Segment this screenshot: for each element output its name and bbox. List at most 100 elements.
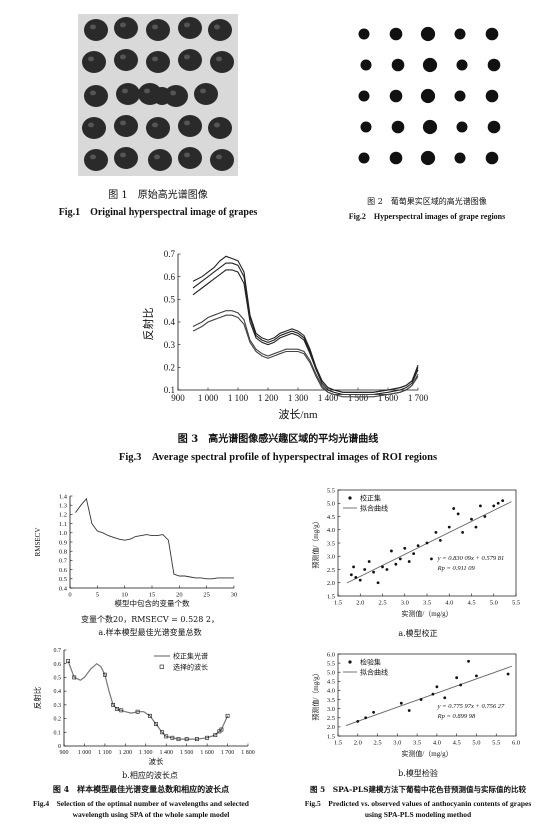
grape-berry xyxy=(84,19,108,41)
x-tick-label: 5.5 xyxy=(492,740,500,747)
data-point xyxy=(470,517,473,521)
y-tick-label: 2.0 xyxy=(327,580,335,587)
grape-region xyxy=(389,27,403,41)
grape-berry xyxy=(208,117,232,139)
x-tick-label: 4.0 xyxy=(433,740,441,747)
y-tick-label: 2.5 xyxy=(327,567,335,574)
grape-region xyxy=(454,90,466,102)
data-point xyxy=(381,565,384,569)
x-tick-label: 30 xyxy=(231,592,238,599)
grape-region xyxy=(456,121,468,133)
y-axis-label: RMSECV xyxy=(34,528,42,557)
grape-highlight xyxy=(152,24,158,30)
grape-berry xyxy=(114,115,138,137)
x-tick-label: 20 xyxy=(176,592,183,599)
fig2-image xyxy=(358,26,501,166)
data-point xyxy=(434,531,438,534)
data-point xyxy=(367,560,371,563)
grape-region xyxy=(485,89,499,103)
data-point xyxy=(394,562,398,566)
fit-line xyxy=(346,501,512,584)
selected-wavelength-marker xyxy=(184,737,189,742)
data-point xyxy=(364,716,368,720)
data-point xyxy=(501,499,505,502)
selected-wavelength-marker xyxy=(147,713,152,718)
grape-highlight xyxy=(184,54,190,60)
data-point xyxy=(403,546,407,550)
data-point xyxy=(459,683,463,687)
grape-berry xyxy=(84,149,108,171)
fig5-caption-en-1: Fig.5 Predicted vs. observed values of a… xyxy=(304,799,532,808)
x-tick-label: 1.5 xyxy=(334,740,342,747)
grape-highlight xyxy=(170,90,176,96)
fig1-figure xyxy=(78,14,238,176)
fig4b-label: b.相应的波长点 xyxy=(122,771,178,780)
axes-frame xyxy=(337,653,517,737)
grape-region xyxy=(485,151,499,165)
y-tick-label: 6.0 xyxy=(327,651,335,658)
data-point xyxy=(376,581,380,585)
selected-wavelength-marker xyxy=(115,707,120,711)
selected-wavelength-marker xyxy=(102,672,107,677)
data-point xyxy=(390,549,393,553)
legend-point-swatch xyxy=(348,660,352,664)
grape-berry xyxy=(178,49,202,71)
x-tick-label: 1 700 xyxy=(408,393,429,403)
y-tick-label: 0 xyxy=(58,744,61,750)
data-point xyxy=(506,672,510,676)
fig5a-chart: 1.5 2.0 2.5 3.0 3.5 4.0 4.5 5.0 5.5 1.5 2.0 2.5 3.0 3… xyxy=(311,487,520,618)
grape-region xyxy=(358,28,370,40)
x-tick-label: 6.0 xyxy=(512,740,520,747)
x-tick-label: 900 xyxy=(60,750,69,756)
x-axis-label: 波长 xyxy=(149,756,164,766)
selected-wavelength-marker xyxy=(176,737,181,742)
y-tick-label: 0.6 xyxy=(164,272,176,282)
y-tick-label: 0.1 xyxy=(54,730,62,736)
y-tick-label: 0.2 xyxy=(54,717,62,723)
x-tick-label: 1 000 xyxy=(198,393,219,403)
y-tick-label: 2.0 xyxy=(327,724,335,731)
y-axis-label: 反射比 xyxy=(32,686,42,709)
data-point xyxy=(443,696,447,700)
x-tick-label: 3.0 xyxy=(401,600,409,607)
y-tick-label: 4.0 xyxy=(327,527,335,534)
grape-highlight xyxy=(184,22,190,28)
grape-highlight xyxy=(90,90,96,96)
x-tick-label: 4.5 xyxy=(453,740,461,747)
y-tick-label: 0.5 xyxy=(164,294,176,304)
x-tick-label: 5.0 xyxy=(472,740,480,747)
x-tick-label: 3.5 xyxy=(423,600,431,607)
data-point xyxy=(474,525,478,529)
y-tick-label: 0.4 xyxy=(54,689,62,695)
data-point xyxy=(455,676,459,680)
grape-highlight xyxy=(216,56,222,62)
grape-highlight xyxy=(90,24,96,30)
grape-region xyxy=(420,26,436,42)
data-point xyxy=(399,701,403,705)
selected-wavelength-marker xyxy=(205,735,210,740)
selected-wavelength-marker xyxy=(111,702,115,707)
x-tick-label: 1 200 xyxy=(119,750,133,756)
y-tick-label: 4.5 xyxy=(327,679,335,686)
fig4-caption-en-2: wavelength using SPA of the whole sample… xyxy=(72,810,230,819)
grape-highlight xyxy=(120,22,126,28)
y-tick-label: 1.4 xyxy=(59,493,68,500)
x-tick-label: 15 xyxy=(149,592,156,599)
grape-berry xyxy=(114,147,138,169)
y-tick-label: 3.0 xyxy=(327,554,335,561)
grape-berry xyxy=(153,87,171,105)
data-point xyxy=(363,568,367,571)
grape-highlight xyxy=(214,122,220,128)
data-point xyxy=(356,720,360,723)
y-tick-label: 0.2 xyxy=(164,362,175,372)
y-tick-label: 4.0 xyxy=(327,688,335,695)
grape-berry xyxy=(210,149,234,171)
data-point xyxy=(447,525,451,529)
grape-berry xyxy=(82,51,106,73)
y-tick-label: 1.3 xyxy=(59,502,67,509)
fig4a-chart: 0 5 10 15 20 25 30 0.4 0.5 0.6 0.7 0.8 0.9 1.0 1.1 1.2 1… xyxy=(34,493,238,608)
spectrum-line-3 xyxy=(192,269,419,396)
spectrum-line-2 xyxy=(192,262,419,393)
data-point xyxy=(467,659,470,663)
selected-wavelength-marker xyxy=(66,659,70,663)
